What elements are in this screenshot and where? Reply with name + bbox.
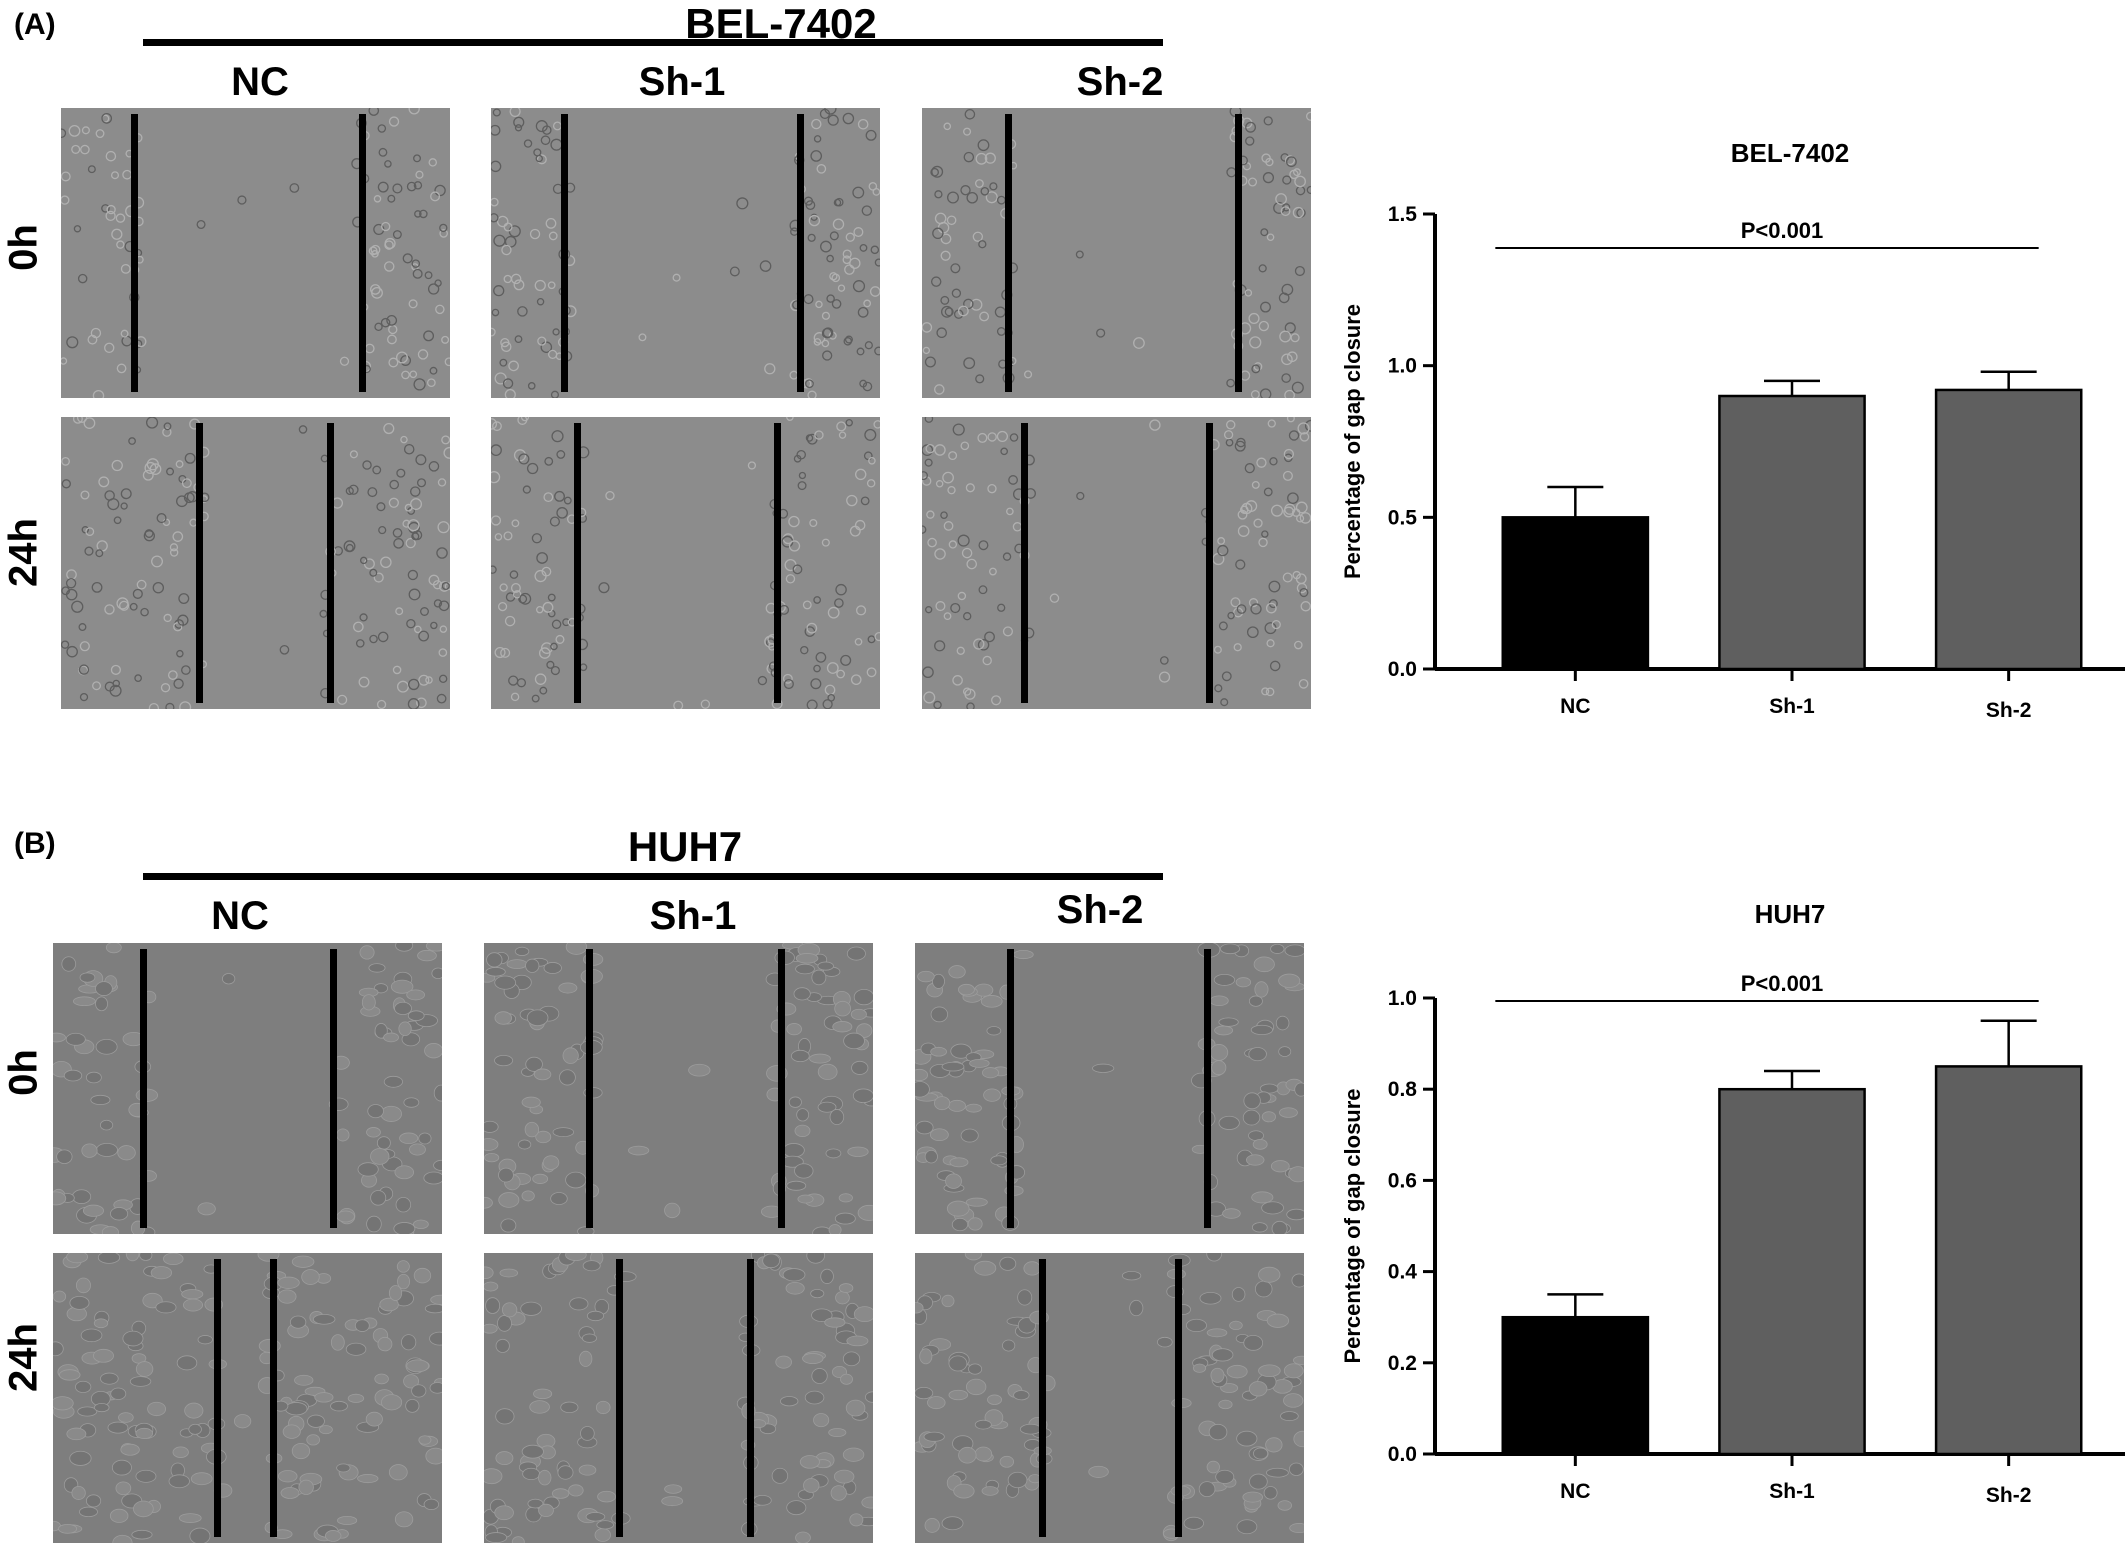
wound-edge-right	[359, 114, 366, 392]
wound-edge-left	[1007, 949, 1014, 1228]
wound-edge-right	[747, 1259, 754, 1537]
y-tick-label: 0.5	[1388, 506, 1418, 529]
cell-texture	[61, 108, 450, 398]
panel-a-letter: (A)	[14, 8, 56, 41]
x-tick-label: Sh-2	[1986, 1484, 2032, 1507]
panel-b-group-rule	[143, 873, 1163, 880]
panel-a-timepoint-24h: 24h	[1, 518, 46, 587]
micrograph-b-nc-0h	[53, 943, 442, 1234]
micrograph-a-nc-24h	[61, 417, 450, 709]
cell-texture	[53, 943, 442, 1234]
wound-edge-left	[1039, 1259, 1046, 1537]
x-tick-label: Sh-1	[1769, 1480, 1815, 1503]
panel-b-condition-sh1: Sh-1	[649, 894, 737, 938]
micrograph-b-sh1-24h	[484, 1253, 873, 1543]
x-tick-label: Sh-2	[1986, 699, 2032, 722]
micrograph-a-sh1-0h	[491, 108, 880, 398]
micrograph-b-sh2-0h	[915, 943, 1304, 1234]
chart-title: HUH7	[1755, 899, 1826, 929]
wound-edge-left	[574, 423, 581, 703]
y-axis-label: Percentage of gap closure	[1340, 1088, 1365, 1363]
bar-chart-huh7: HUH7 Percentage of gap closure 0.0 0.2 0.4 0.…	[1340, 899, 2125, 1507]
panel-b-letter: (B)	[14, 827, 56, 860]
bar-sh-2	[1934, 1065, 2083, 1456]
y-tick-label: 0.0	[1388, 658, 1417, 681]
wound-edge-left	[214, 1259, 221, 1537]
x-tick-label: NC	[1560, 1480, 1590, 1503]
y-axis-label: Percentage of gap closure	[1340, 304, 1365, 579]
micrograph-b-sh2-24h	[915, 1253, 1304, 1543]
wound-edge-left	[616, 1259, 623, 1537]
bar-nc	[1501, 1315, 1650, 1456]
cell-texture	[491, 108, 880, 398]
wound-edge-right	[327, 423, 334, 703]
cell-texture	[922, 108, 1311, 398]
wound-edge-right	[330, 949, 337, 1228]
cell-texture	[491, 417, 880, 709]
bar-sh-1	[1718, 1087, 1866, 1456]
cell-texture	[915, 1253, 1304, 1542]
panel-b-cell-line-title: HUH7	[627, 823, 743, 870]
panel-a-timepoint-0h: 0h	[1, 224, 46, 271]
panel-b-timepoint-0h: 0h	[1, 1049, 46, 1096]
cell-texture	[922, 417, 1311, 709]
wound-edge-left	[1021, 423, 1028, 703]
panel-a-condition-nc: NC	[231, 60, 289, 104]
wound-edge-right	[270, 1259, 277, 1537]
x-tick-label: Sh-1	[1769, 695, 1815, 718]
micrograph-a-nc-0h	[61, 108, 450, 398]
y-tick-label: 0.0	[1388, 1443, 1417, 1466]
bar-nc	[1501, 516, 1650, 671]
panel-a-condition-sh2: Sh-2	[1076, 60, 1164, 104]
y-tick-label: 1.0	[1388, 987, 1417, 1010]
bar-chart-bel-7402: BEL-7402 Percentage of gap closure 0.0 0.5 1…	[1340, 138, 2125, 722]
cell-texture	[61, 417, 450, 709]
bar-sh-1	[1718, 394, 1866, 671]
y-tick-label: 1.0	[1388, 355, 1417, 378]
wound-edge-right	[1235, 114, 1242, 392]
panel-b-condition-sh2: Sh-2	[1056, 888, 1144, 932]
cell-texture	[484, 943, 873, 1234]
micrograph-b-sh1-0h	[484, 943, 873, 1234]
wound-edge-left	[561, 114, 568, 392]
y-tick-label: 0.4	[1388, 1261, 1418, 1284]
panel-a-condition-sh1: Sh-1	[638, 60, 726, 104]
chart-title: BEL-7402	[1731, 138, 1850, 168]
cell-texture	[53, 1253, 442, 1543]
micrograph-b-nc-24h	[53, 1253, 442, 1543]
wound-edge-right	[1206, 423, 1213, 703]
micrograph-a-sh2-24h	[922, 417, 1311, 709]
cell-texture	[484, 1253, 873, 1543]
y-tick-label: 0.2	[1388, 1352, 1417, 1375]
x-tick-label: NC	[1560, 695, 1590, 718]
wound-edge-right	[1204, 949, 1211, 1228]
wound-edge-left	[140, 949, 147, 1228]
wound-edge-right	[774, 423, 781, 703]
wound-edge-right	[1175, 1259, 1182, 1537]
panel-a-group-rule	[143, 39, 1163, 46]
panel-b-timepoint-24h: 24h	[1, 1323, 46, 1392]
wound-edge-right	[797, 114, 804, 392]
wound-edge-right	[778, 949, 785, 1228]
wound-edge-left	[131, 114, 138, 392]
wound-edge-left	[1005, 114, 1012, 392]
y-tick-label: 1.5	[1388, 203, 1418, 226]
wound-edge-left	[196, 423, 203, 703]
significance-annotation: P<0.001	[1741, 971, 1824, 996]
cell-texture	[915, 943, 1304, 1234]
wound-edge-left	[586, 949, 593, 1228]
panel-b-condition-nc: NC	[211, 894, 269, 938]
micrograph-a-sh1-24h	[491, 417, 880, 709]
y-tick-label: 0.8	[1388, 1078, 1418, 1101]
significance-annotation: P<0.001	[1741, 218, 1824, 243]
micrograph-a-sh2-0h	[922, 108, 1311, 398]
y-tick-label: 0.6	[1388, 1169, 1417, 1192]
bar-sh-2	[1934, 388, 2083, 671]
